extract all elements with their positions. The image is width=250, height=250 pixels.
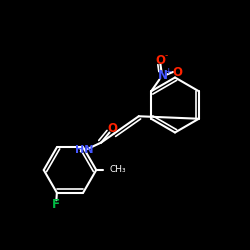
Text: +: + <box>164 67 171 76</box>
Text: F: F <box>52 198 60 211</box>
Text: O: O <box>172 66 182 78</box>
Text: HN: HN <box>74 145 93 155</box>
Text: -: - <box>165 51 168 60</box>
Text: N: N <box>158 69 168 82</box>
Text: O: O <box>156 54 166 67</box>
Text: CH₃: CH₃ <box>109 166 126 174</box>
Text: O: O <box>108 122 118 135</box>
